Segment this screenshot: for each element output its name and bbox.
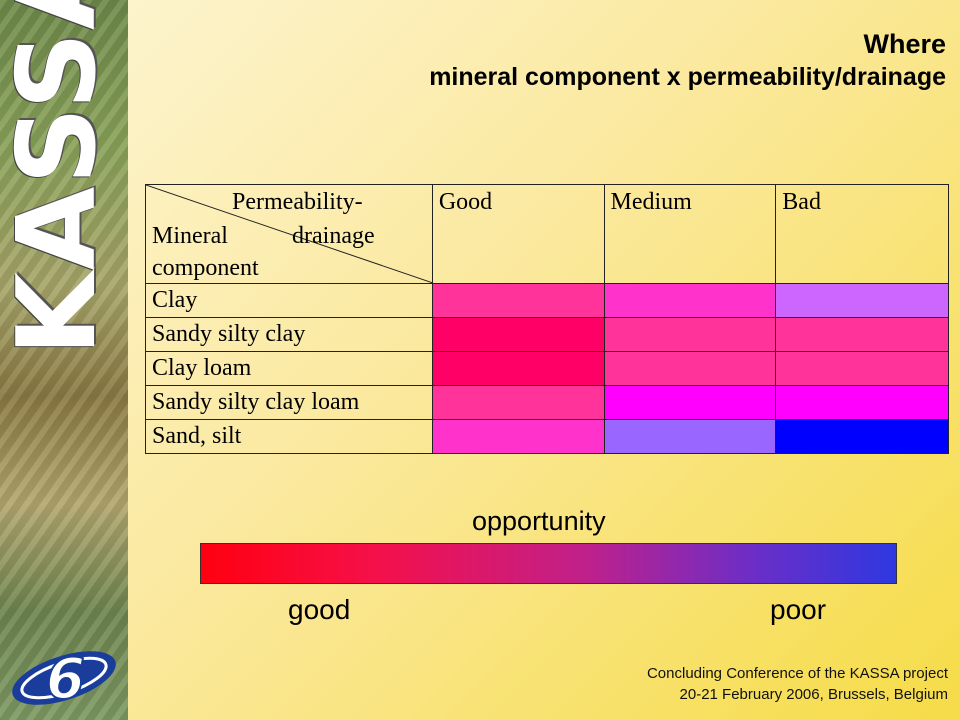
matrix-cell xyxy=(431,351,605,386)
matrix-cell xyxy=(603,385,777,420)
title-line-1: Where xyxy=(863,29,946,59)
row-label-sandy-silty-clay: Sandy silty clay xyxy=(145,317,433,352)
table-row: Sand, silt xyxy=(145,419,949,454)
column-header-bad: Bad xyxy=(775,184,949,284)
fp6-logo-icon: 6 xyxy=(12,646,116,710)
matrix-cell xyxy=(775,385,949,420)
slide-title: Where mineral component x permeability/d… xyxy=(429,28,946,94)
matrix-cell xyxy=(431,283,605,318)
table-row: Sandy silty clay loam xyxy=(145,385,949,420)
table-row: Clay xyxy=(145,283,949,318)
matrix-cell xyxy=(431,317,605,352)
header-component-label: component xyxy=(152,255,259,281)
matrix-cell xyxy=(775,283,949,318)
legend-good-label: good xyxy=(288,594,351,625)
header-mineral-label: Mineral xyxy=(152,223,228,249)
footer: Concluding Conference of the KASSA proje… xyxy=(647,663,948,705)
column-header-medium: Medium xyxy=(603,184,777,284)
footer-date-place: 20-21 February 2006, Brussels, Belgium xyxy=(679,686,948,703)
diagonal-divider xyxy=(146,185,433,283)
column-header-good: Good xyxy=(431,184,605,284)
header-corner-cell: Permeability- Mineral drainage component xyxy=(145,184,433,284)
matrix-cell xyxy=(775,419,949,454)
matrix-header-row: Permeability- Mineral drainage component… xyxy=(145,184,949,284)
row-label-sand-silt: Sand, silt xyxy=(145,419,433,454)
kassa-logo: KASSA xyxy=(0,0,120,356)
matrix-cell xyxy=(603,419,777,454)
matrix-cell xyxy=(775,317,949,352)
opportunity-color-scale xyxy=(200,543,897,584)
row-label-sandy-silty-clay-loam: Sandy silty clay loam xyxy=(145,385,433,420)
legend-poor-label: poor xyxy=(770,594,827,625)
header-permeability-label: Permeability- xyxy=(232,189,363,215)
matrix-cell xyxy=(431,419,605,454)
row-label-clay: Clay xyxy=(145,283,433,318)
table-row: Clay loam xyxy=(145,351,949,386)
suitability-matrix: Permeability- Mineral drainage component… xyxy=(145,184,949,454)
matrix-cell xyxy=(431,385,605,420)
matrix-cell xyxy=(603,283,777,318)
title-line-2: mineral component x permeability/drainag… xyxy=(429,63,946,91)
header-drainage-label: drainage xyxy=(292,223,375,249)
matrix-cell xyxy=(775,351,949,386)
footer-conference: Concluding Conference of the KASSA proje… xyxy=(646,665,948,682)
matrix-cell xyxy=(603,317,777,352)
svg-text:6: 6 xyxy=(46,647,85,710)
legend-title: opportunity xyxy=(472,506,606,536)
row-label-clay-loam: Clay loam xyxy=(145,351,433,386)
sidebar-photo-strip: KASSA 6 xyxy=(0,0,128,720)
matrix-cell xyxy=(603,351,777,386)
table-row: Sandy silty clay xyxy=(145,317,949,352)
